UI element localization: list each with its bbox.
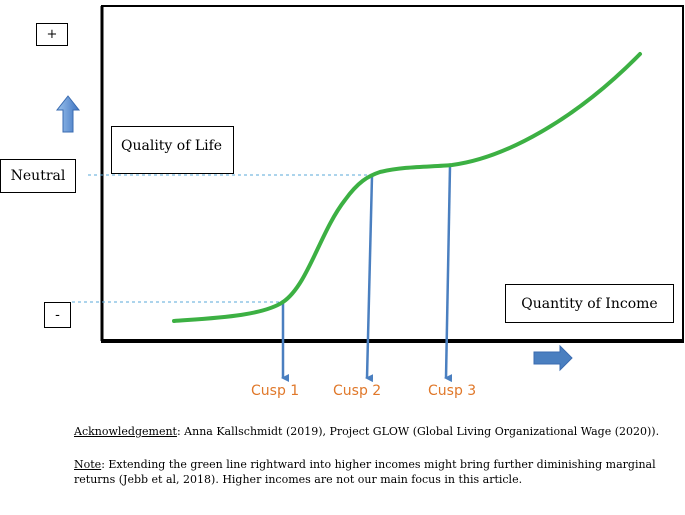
right-arrow-icon bbox=[533, 344, 573, 372]
acknowledgement-heading: Acknowledgement bbox=[74, 425, 177, 438]
cusp3-label: Cusp 3 bbox=[428, 383, 477, 399]
minus-label: - bbox=[44, 302, 71, 328]
note-heading: Note bbox=[74, 458, 102, 471]
note-text: : Extending the green line rightward int… bbox=[74, 458, 656, 486]
quality-of-life-label: Quality of Life bbox=[111, 126, 234, 174]
cusp1-label: Cusp 1 bbox=[251, 383, 300, 399]
cusp2-arrow bbox=[365, 175, 374, 383]
up-arrow-icon bbox=[55, 95, 81, 133]
neutral-label: Neutral bbox=[0, 159, 76, 193]
quality-of-life-curve bbox=[172, 52, 642, 323]
acknowledgement-footnote: Acknowledgement: Anna Kallschmidt (2019)… bbox=[74, 424, 685, 439]
plus-label: + bbox=[36, 23, 68, 46]
cusp3-arrow bbox=[444, 165, 453, 383]
note-footnote: Note: Extending the green line rightward… bbox=[74, 457, 674, 487]
acknowledgement-text: : Anna Kallschmidt (2019), Project GLOW … bbox=[176, 425, 660, 438]
quantity-of-income-label: Quantity of Income bbox=[505, 284, 674, 323]
cusp2-label: Cusp 2 bbox=[333, 383, 382, 399]
